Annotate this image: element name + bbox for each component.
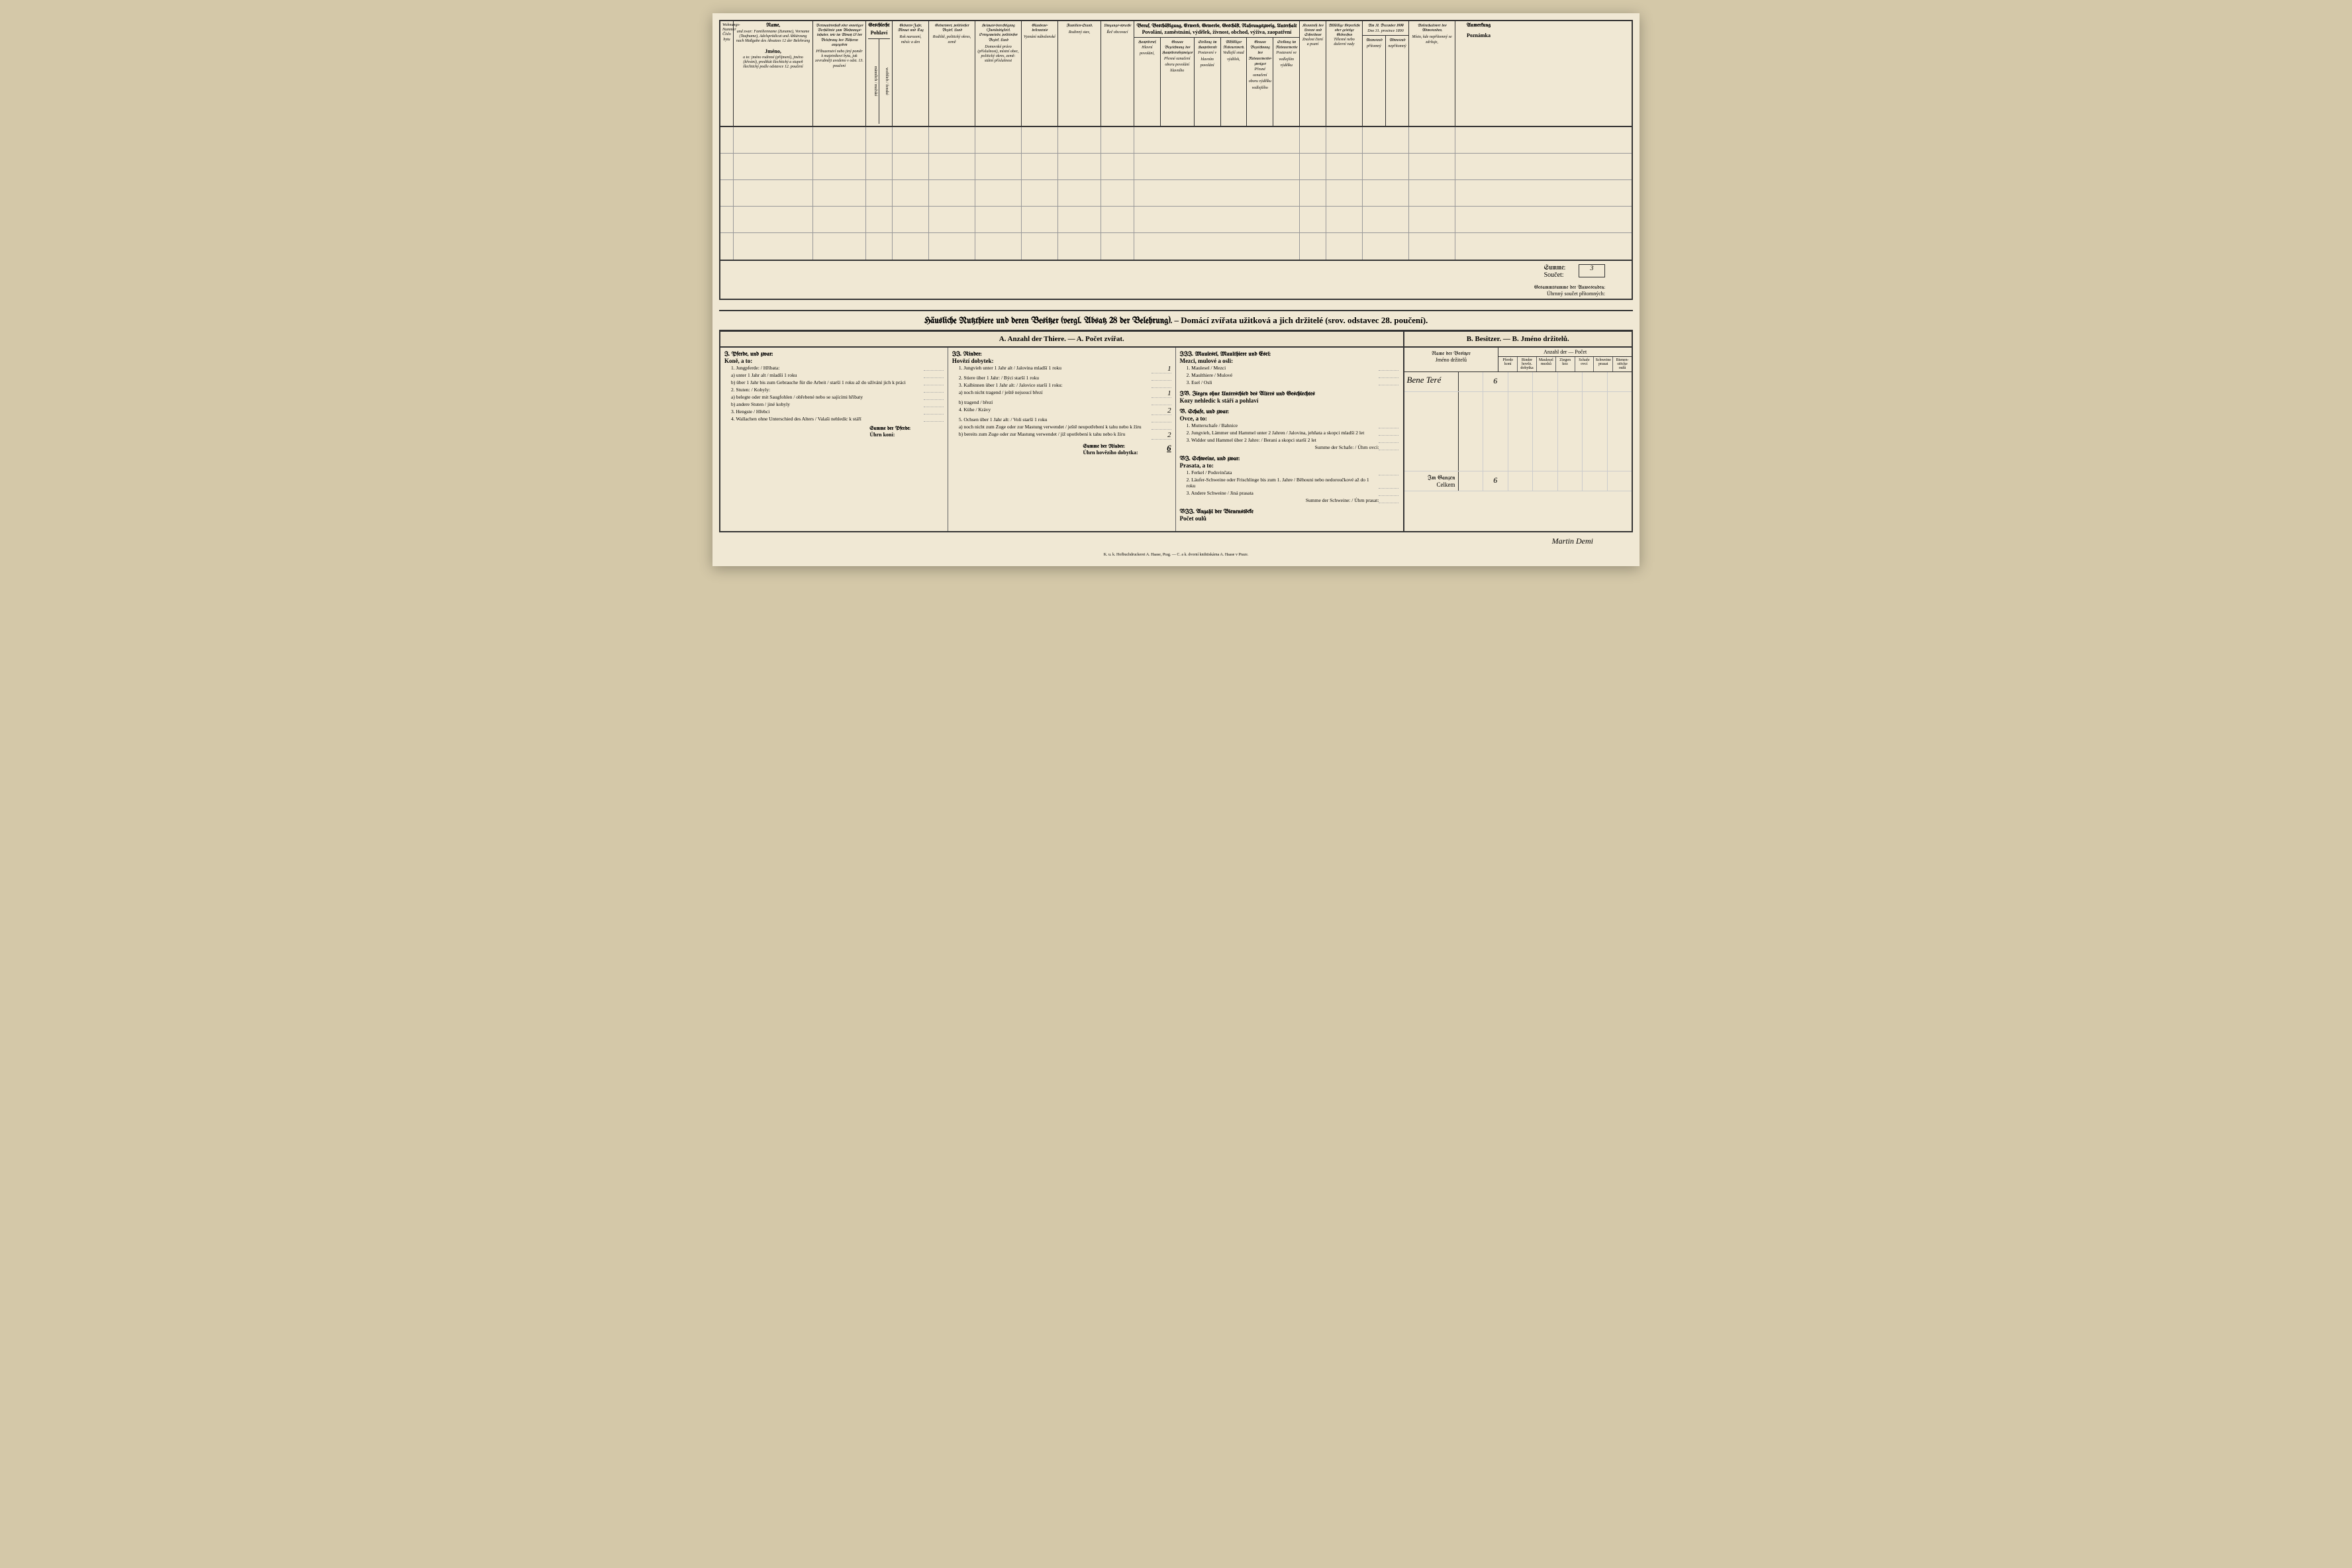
col-name: Name, und zwar: Familienname (Zuname), V…: [734, 21, 813, 126]
owner-name: Bene Teré: [1404, 372, 1459, 391]
animal-item: 3. Widder und Hammel über 2 Jahre: / Ber…: [1180, 436, 1399, 444]
col-male: männlich / mužské: [868, 39, 879, 124]
other-animals-column: III. Maulesel, Maulthiere und Esel: Mezc…: [1176, 348, 1403, 531]
census-form-page: Wohnungs-Nummer Číslo bytu Name, und zwa…: [712, 13, 1640, 566]
data-row: [720, 233, 1632, 260]
data-row: [720, 127, 1632, 154]
cattle-title: II. Rinder:: [952, 352, 1171, 358]
owner-val: 6: [1483, 372, 1508, 391]
col-literacy: Kenntniß des Lesens und Schreibens Znalo…: [1300, 21, 1326, 126]
animal-item: a) unter 1 Jahr alt / mladší 1 roku: [724, 371, 944, 379]
animal-item: 3. Kalbinnen über 1 Jahr alt: / Jalovice…: [952, 381, 1171, 389]
cattle-sum: Summe der Rinder:Úhrn hovězího dobytka: …: [952, 443, 1171, 456]
owner-col-pigs: Schweine prasat: [1594, 357, 1613, 371]
animal-item: 2. Stiere über 1 Jahr: / Býci starší 1 r…: [952, 374, 1171, 381]
col-dwelling-num: Wohnungs-Nummer Číslo bytu: [720, 21, 734, 126]
col-religion: Glaubens-bekenntnis Vyznání náboženské: [1022, 21, 1058, 126]
animal-item: 3. Andere Schweine / Jiná prasata: [1180, 489, 1399, 497]
owners-section: B. Besitzer. — B. Jméno držitelů. Name d…: [1404, 332, 1632, 531]
printer-note: K. u. k. Hofbuchdruckerei A. Haase, Prag…: [719, 550, 1633, 560]
horses-title: I. Pferde, und zwar:: [724, 352, 944, 358]
sum-label: Summe: Součet:: [1544, 264, 1565, 279]
owners-table: Name der Besitzer Jméno držitelů Anzahl …: [1404, 348, 1632, 491]
animal-item: b) tragend / březí: [952, 399, 1171, 406]
col-domicile: Heimats-berechtigung (Zuständigkeit), Or…: [975, 21, 1022, 126]
animal-item: 4. Kühe / Krávy 2: [952, 406, 1171, 416]
owner-col-bees: Bienen-stöcke oulů: [1613, 357, 1632, 371]
col-remarks: Anmerkung Poznámka: [1455, 21, 1502, 126]
owner-total-row: Im Ganzen Celkem 6: [1404, 471, 1632, 491]
section-a-header: A. Anzahl der Thiere. — A. Počet zvířat.: [720, 332, 1403, 348]
owner-val: [1583, 372, 1608, 391]
data-row: [720, 207, 1632, 233]
animal-item: 5. Ochsen über 1 Jahr alt: / Voli starší…: [952, 416, 1171, 423]
animal-item: a) noch nicht zum Zuge oder zur Mastung …: [952, 423, 1171, 430]
owner-val: [1558, 372, 1583, 391]
animal-item: b) über 1 Jahr bis zum Gebrauche für die…: [724, 379, 944, 386]
owner-col-mules: Maulesel mezků: [1537, 357, 1556, 371]
owner-val: [1533, 372, 1558, 391]
col-presence: Am 31. December 1890 Dne 31. prosince 18…: [1363, 21, 1409, 126]
animal-item: 1. Maulesel / Mezci: [1180, 364, 1399, 371]
owner-col-horses: Pferde koní: [1498, 357, 1518, 371]
col-occupation: Beruf, Beschäftigung, Erwerb, Gewerbe, G…: [1134, 21, 1300, 126]
col-absence-loc: Aufenthaltsort des Abwesenden, Místo, kd…: [1409, 21, 1455, 126]
census-header-row: Wohnungs-Nummer Číslo bytu Name, und zwa…: [720, 21, 1632, 127]
animal-item: 1. Ferkel / Podsvinčata: [1180, 469, 1399, 476]
animal-item: 4. Wallachen ohne Unterschied des Alters…: [724, 415, 944, 422]
col-birth: Geburts-Jahr, Monat und Tag Rok narození…: [893, 21, 929, 126]
owner-count-header: Anzahl der — Počet: [1498, 348, 1632, 357]
animals-section: A. Anzahl der Thiere. — A. Počet zvířat.…: [719, 330, 1633, 532]
animal-item: 2. Maulthiere / Mulové: [1180, 371, 1399, 379]
horses-column: I. Pferde, und zwar: Koně, a to: 1. Jung…: [720, 348, 948, 531]
animals-section-title: Häusliche Nutzthiere und deren Besitzer …: [719, 310, 1633, 330]
animal-item: a) noch nicht tragend / ještě nejsoucí b…: [952, 389, 1171, 399]
data-row: [720, 154, 1632, 180]
section-b-header: B. Besitzer. — B. Jméno držitelů.: [1404, 332, 1632, 348]
grand-sum-note: Gesammtsumme der Anwesenden: Úhrnný souč…: [720, 282, 1632, 299]
col-disability: Allfällige körperliche oder geistige Geb…: [1326, 21, 1363, 126]
col-relationship: Verwandtschaft oder sonstiges Verhältnis…: [813, 21, 866, 126]
animal-item: 1. Jungvieh unter 1 Jahr alt / Jalovina …: [952, 364, 1171, 374]
owner-val: [1508, 372, 1534, 391]
sum-row: Summe: Součet: 3: [720, 260, 1632, 282]
col-sex: Geschlecht Pohlaví männlich / mužské wei…: [866, 21, 893, 126]
col-marital: Familien-Stand, Rodinný stav,: [1058, 21, 1101, 126]
owner-row: [1404, 392, 1632, 471]
owner-val: [1608, 372, 1632, 391]
horses-sum: Summe der Pferde:Úhrn koní:: [724, 425, 944, 438]
animal-item: Summe der Schafe: / Úhrn ovcí:: [1180, 444, 1399, 451]
animal-item: Summe der Schweine: / Úhrn prasat:: [1180, 497, 1399, 504]
sum-value: 3: [1579, 264, 1605, 277]
animal-item: 3. Esel / Osli: [1180, 379, 1399, 386]
animal-item: 2. Läufer-Schweine oder Frischlinge bis …: [1180, 476, 1399, 489]
census-table: Wohnungs-Nummer Číslo bytu Name, und zwa…: [719, 20, 1633, 300]
owner-name-header: Name der Besitzer Jméno držitelů: [1404, 348, 1499, 371]
col-birthplace: Geburtsort, politischer Bezirk, Land Rod…: [929, 21, 975, 126]
col-language: Umgangs-sprache Řeč obcovací: [1101, 21, 1134, 126]
owner-row: Bene Teré 6: [1404, 372, 1632, 392]
animal-counts-section: A. Anzahl der Thiere. — A. Počet zvířat.…: [720, 332, 1404, 531]
owner-val: [1459, 372, 1484, 391]
animal-item: b) bereits zum Zuge oder zur Mastung ver…: [952, 430, 1171, 440]
animal-item: 1. Mutterschafe / Bahnice: [1180, 422, 1399, 429]
signature: Martin Demi: [719, 532, 1633, 550]
owner-col-goats: Ziegen koz: [1556, 357, 1575, 371]
animal-item: b) andere Stuten / jiné kobyly: [724, 401, 944, 408]
owner-col-cattle: Rinder hověz. dobytka: [1518, 357, 1537, 371]
animal-item: 3. Hengste / Hřebci: [724, 408, 944, 415]
census-data-rows: [720, 127, 1632, 260]
data-row: [720, 180, 1632, 207]
animal-item: 2. Jungvieh, Lämmer und Hammel unter 2 J…: [1180, 429, 1399, 436]
owner-col-sheep: Schafe ovcí: [1575, 357, 1594, 371]
animal-item: 1. Jungpferde: / Hříbata:: [724, 364, 944, 371]
cattle-column: II. Rinder: Hovězí dobytek: 1. Jungvieh …: [948, 348, 1176, 531]
animal-item: 2. Stuten: / Kobyly:: [724, 386, 944, 393]
col-female: weiblich / ženské: [879, 39, 890, 124]
animal-item: a) belegte oder mit Saugfohlen / obřeben…: [724, 393, 944, 401]
